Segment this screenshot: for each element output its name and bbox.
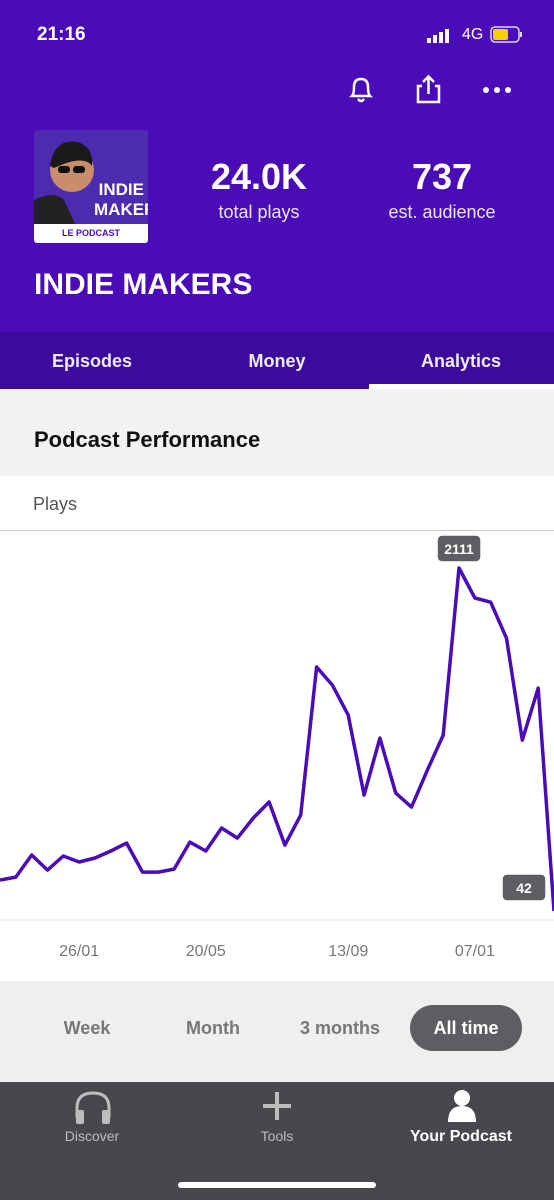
home-indicator [178, 1182, 376, 1188]
plays-label: total plays [218, 202, 300, 222]
cover-subtitle: LE PODCAST [34, 224, 148, 243]
header-actions [348, 74, 511, 104]
audience-stat: 737 est. audience [362, 156, 522, 223]
x-tick-label: 26/01 [59, 943, 99, 960]
cover-title: INDIE [98, 180, 144, 199]
header: 21:16 4G INDIE MAKERS LE PODCAST 24.0K t… [0, 0, 554, 332]
bottom-nav [0, 1082, 554, 1200]
bell-icon[interactable] [348, 77, 374, 103]
value-label: 2111 [444, 541, 474, 557]
nav-item-active[interactable]: Your Podcast [410, 1128, 512, 1145]
section-title: Podcast Performance [34, 427, 261, 452]
range-button[interactable]: All time [410, 1005, 522, 1051]
audience-label: est. audience [388, 202, 496, 222]
range-button[interactable]: Week [63, 1018, 111, 1038]
network-type: 4G [462, 26, 484, 43]
status-time: 21:16 [37, 24, 86, 45]
tab-bar: Episodes Money Analytics [0, 332, 554, 389]
signal-icon [427, 29, 449, 43]
nav-item[interactable]: Tools [260, 1128, 294, 1144]
nav-item[interactable]: Discover [64, 1128, 120, 1144]
cover-title: MAKERS [94, 200, 148, 219]
tab[interactable]: Money [248, 351, 306, 371]
x-tick-label: 13/09 [328, 943, 368, 960]
y-axis-label: Plays [33, 494, 78, 514]
tools-icon[interactable] [261, 1090, 293, 1122]
section-header [0, 389, 554, 476]
range-button[interactable]: Month [186, 1018, 240, 1038]
divider [0, 530, 554, 531]
more-icon[interactable] [483, 87, 511, 93]
plays-value: 24.0K [210, 156, 308, 197]
battery-icon [490, 26, 522, 43]
podcast-name: INDIE MAKERS [34, 268, 253, 301]
tab-indicator [369, 384, 554, 389]
audience-value: 737 [411, 156, 473, 197]
x-tick-label: 20/05 [186, 943, 226, 960]
chart: 26/01 20/05 13/09 07/01 2111 42 [0, 534, 554, 960]
tab-active[interactable]: Analytics [420, 351, 502, 371]
plays-stat: 24.0K total plays [179, 156, 339, 223]
share-icon[interactable] [416, 74, 441, 104]
tab[interactable]: Episodes [51, 351, 133, 371]
x-tick-label: 07/01 [455, 943, 495, 960]
value-label-bg [436, 534, 482, 563]
discover-icon[interactable] [73, 1090, 113, 1126]
value-label-bg [501, 873, 547, 902]
line [0, 566, 554, 912]
profile-icon[interactable] [447, 1088, 477, 1122]
value-label: 42 [516, 880, 532, 896]
range-button[interactable]: 3 months [299, 1018, 380, 1038]
cover-art: INDIE MAKERS LE PODCAST [34, 130, 148, 243]
